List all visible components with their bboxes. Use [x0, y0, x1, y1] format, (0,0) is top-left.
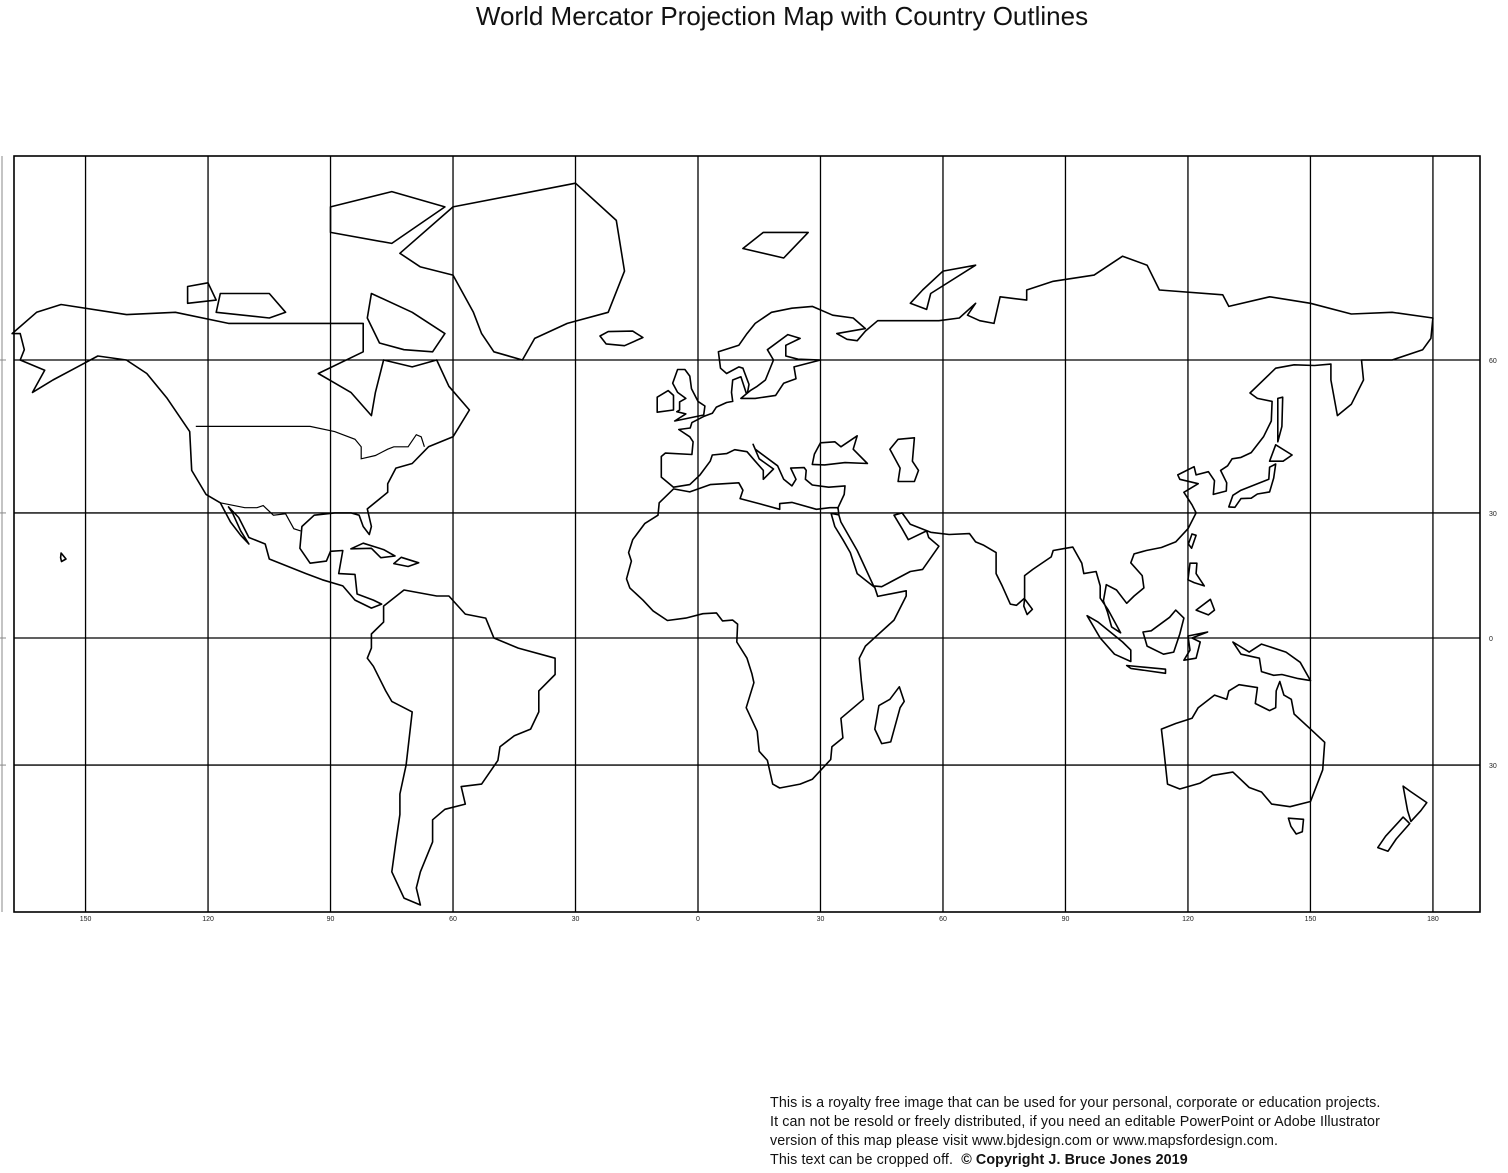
ireland [656, 389, 675, 413]
java [1125, 664, 1167, 675]
land-masses [11, 182, 1434, 906]
madagascar [874, 686, 905, 745]
longitude-label: 180 [1427, 916, 1439, 923]
longitude-label: 30 [817, 916, 825, 923]
australia [1160, 680, 1326, 808]
novaya-zemlya [909, 264, 977, 311]
us-mexico-border [220, 502, 301, 532]
hispaniola [393, 556, 420, 568]
new-zealand-north [1402, 785, 1428, 823]
victoria-island [215, 292, 287, 319]
eurasia [660, 255, 1434, 634]
sri-lanka [1023, 598, 1034, 616]
luzon [1187, 562, 1206, 587]
longitude-label: 0 [696, 916, 700, 923]
longitude-label: 30 [572, 916, 580, 923]
latitude-label: 30 [1489, 511, 1497, 518]
map-title: World Mercator Projection Map with Count… [475, 1, 1089, 31]
hokkaido [1268, 444, 1293, 462]
longitude-label: 120 [202, 916, 214, 923]
svalbard [742, 231, 809, 259]
latitude-label: 0 [1489, 636, 1493, 643]
sulawesi [1183, 631, 1209, 661]
footer-line-4: This text can be cropped off. [770, 1152, 954, 1168]
tasmania [1287, 817, 1305, 835]
cuba [350, 542, 396, 559]
graticule [0, 155, 1481, 913]
latitude-label: 30 [1489, 763, 1497, 770]
iceland [599, 330, 644, 347]
longitude-label: 120 [1182, 916, 1194, 923]
footer-line-1: This is a royalty free image that can be… [770, 1095, 1381, 1111]
axis-labels: 150 120 90 60 30 0 30 60 90 120 150 180 60 30 0 30 [80, 358, 1497, 923]
map-frame [13, 155, 1481, 913]
longitude-label: 60 [939, 916, 947, 923]
longitude-label: 90 [327, 916, 335, 923]
baffin-island [366, 292, 446, 353]
mindanao [1195, 598, 1216, 616]
borneo [1142, 609, 1185, 655]
longitude-label: 150 [1305, 916, 1317, 923]
sakhalin [1277, 396, 1284, 443]
black-sea [811, 435, 869, 466]
taiwan [1187, 533, 1197, 550]
hawaii [59, 552, 67, 563]
copyright-text: © Copyright J. Bruce Jones 2019 [961, 1152, 1188, 1168]
south-america [366, 589, 556, 906]
footer-line-3: version of this map please visit www.bjd… [770, 1133, 1279, 1149]
copyright-notice: This is a royalty free image that can be… [770, 1094, 1380, 1170]
africa [625, 482, 907, 789]
great-britain [671, 368, 706, 422]
new-guinea [1232, 641, 1312, 682]
footer-line-2: It can not be resold or freely distribut… [770, 1114, 1380, 1130]
longitude-label: 60 [449, 916, 457, 923]
caspian-sea [889, 437, 920, 483]
baltic-sea [740, 333, 822, 400]
north-america [11, 303, 471, 609]
longitude-label: 90 [1062, 916, 1070, 923]
longitude-label: 150 [80, 916, 92, 923]
latitude-label: 60 [1489, 358, 1497, 365]
us-canada-border [195, 425, 425, 460]
greenland [399, 182, 626, 361]
honshu [1228, 463, 1277, 509]
new-zealand-south [1377, 816, 1411, 852]
banks-island [186, 282, 217, 305]
